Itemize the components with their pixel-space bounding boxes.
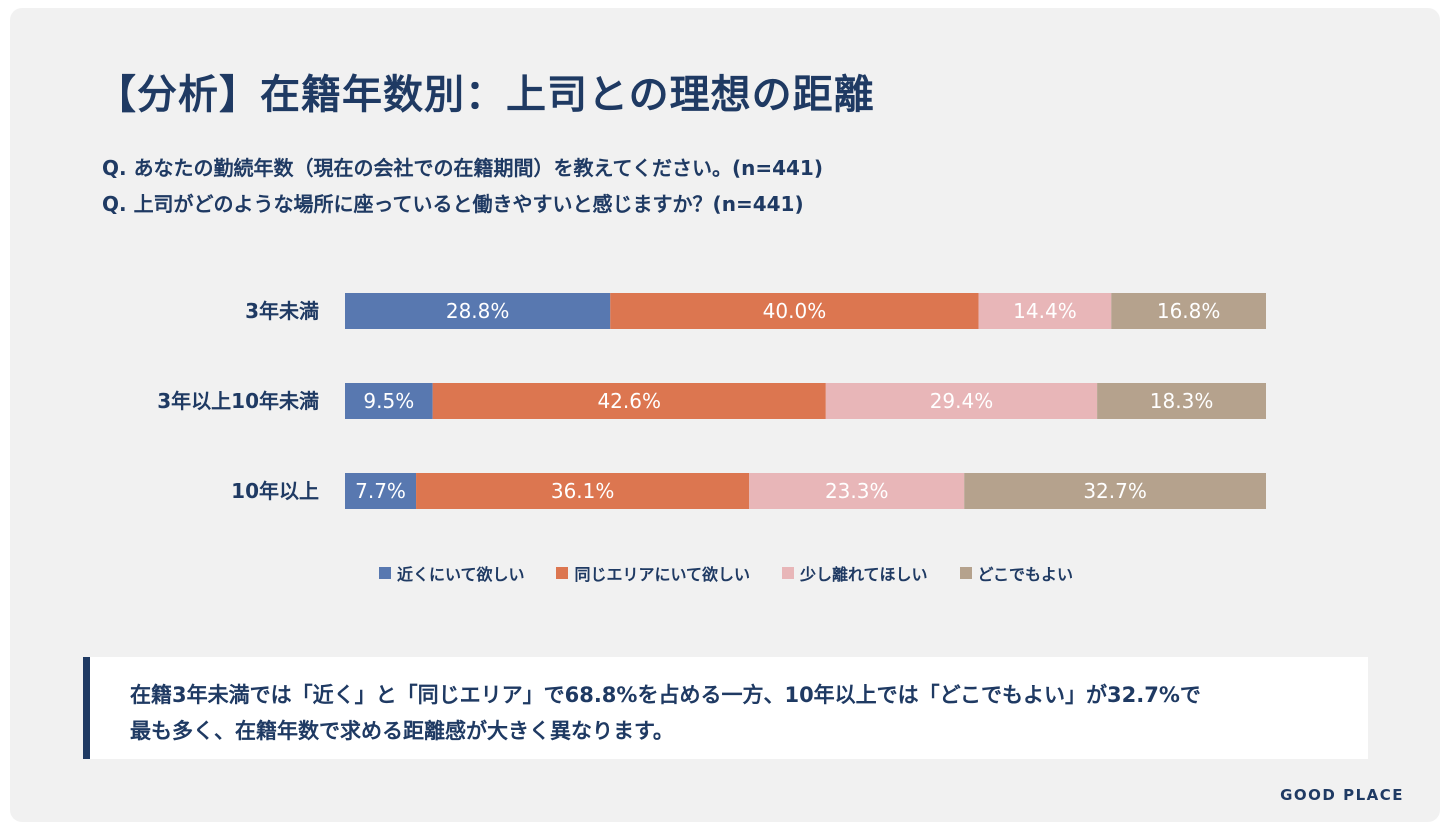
data-label: 36.1% — [551, 479, 615, 503]
legend-item: どこでもよい — [959, 561, 1074, 585]
data-label: 23.3% — [825, 479, 889, 503]
bar-segment — [610, 293, 979, 329]
legend-label: 少し離れてほしい — [800, 565, 928, 584]
brand-logo: GOOD PLACE — [1280, 786, 1404, 804]
bar-segment — [432, 383, 826, 419]
bar-segment — [825, 383, 1098, 419]
bar-segment — [749, 473, 965, 509]
bar-segment — [345, 383, 433, 419]
data-label: 14.4% — [1013, 299, 1077, 323]
data-label: 29.4% — [930, 389, 994, 413]
data-label: 28.8% — [446, 299, 510, 323]
legend-item: 同じエリアにいて欲しい — [556, 561, 750, 585]
data-label: 32.7% — [1083, 479, 1147, 503]
chart-legend: 近くにいて欲しい 同じエリアにいて欲しい 少し離れてほしい どこでもよい — [0, 561, 1452, 585]
legend-item: 少し離れてほしい — [782, 561, 928, 585]
category-label: 3年以上10年未満 — [157, 389, 319, 413]
data-label: 40.0% — [763, 299, 827, 323]
category-label: 3年未満 — [245, 299, 319, 323]
question-boss-seat: Q. 上司がどのような場所に座っていると働きやすいと感じますか？(n=441) — [102, 192, 804, 216]
question-tenure: Q. あなたの勤続年数（現在の会社での在籍期間）を教えてください。(n=441) — [102, 156, 823, 180]
legend-label: どこでもよい — [977, 565, 1074, 584]
legend-swatch — [959, 567, 972, 579]
bar-segment — [978, 293, 1112, 329]
legend-label: 近くにいて欲しい — [396, 565, 525, 584]
legend-swatch — [556, 567, 569, 579]
summary-line-1: 在籍3年未満では「近く」と「同じエリア」で68.8%を占める一方、10年以上では… — [130, 683, 1201, 707]
summary-line-2: 最も多く、在籍年数で求める距離感が大きく異なります。 — [130, 719, 674, 743]
page-title: 【分析】在籍年数別：上司との理想の距離 — [96, 72, 875, 118]
legend-label: 同じエリアにいて欲しい — [574, 565, 750, 584]
bar-segment — [1097, 383, 1266, 419]
bar-segment — [964, 473, 1266, 509]
legend-item: 近くにいて欲しい — [378, 561, 525, 585]
data-label: 7.7% — [355, 479, 406, 503]
summary-callout: 在籍3年未満では「近く」と「同じエリア」で68.8%を占める一方、10年以上では… — [83, 657, 1368, 759]
data-label: 9.5% — [363, 389, 414, 413]
bar-segment — [345, 293, 611, 329]
bar-segment — [1111, 293, 1266, 329]
legend-swatch — [378, 567, 391, 579]
category-label: 10年以上 — [231, 479, 319, 503]
data-label: 16.8% — [1157, 299, 1221, 323]
bar-segment — [416, 473, 750, 509]
data-label: 42.6% — [597, 389, 661, 413]
legend-swatch — [782, 567, 794, 579]
data-label: 18.3% — [1150, 389, 1214, 413]
bar-segment — [345, 473, 417, 509]
